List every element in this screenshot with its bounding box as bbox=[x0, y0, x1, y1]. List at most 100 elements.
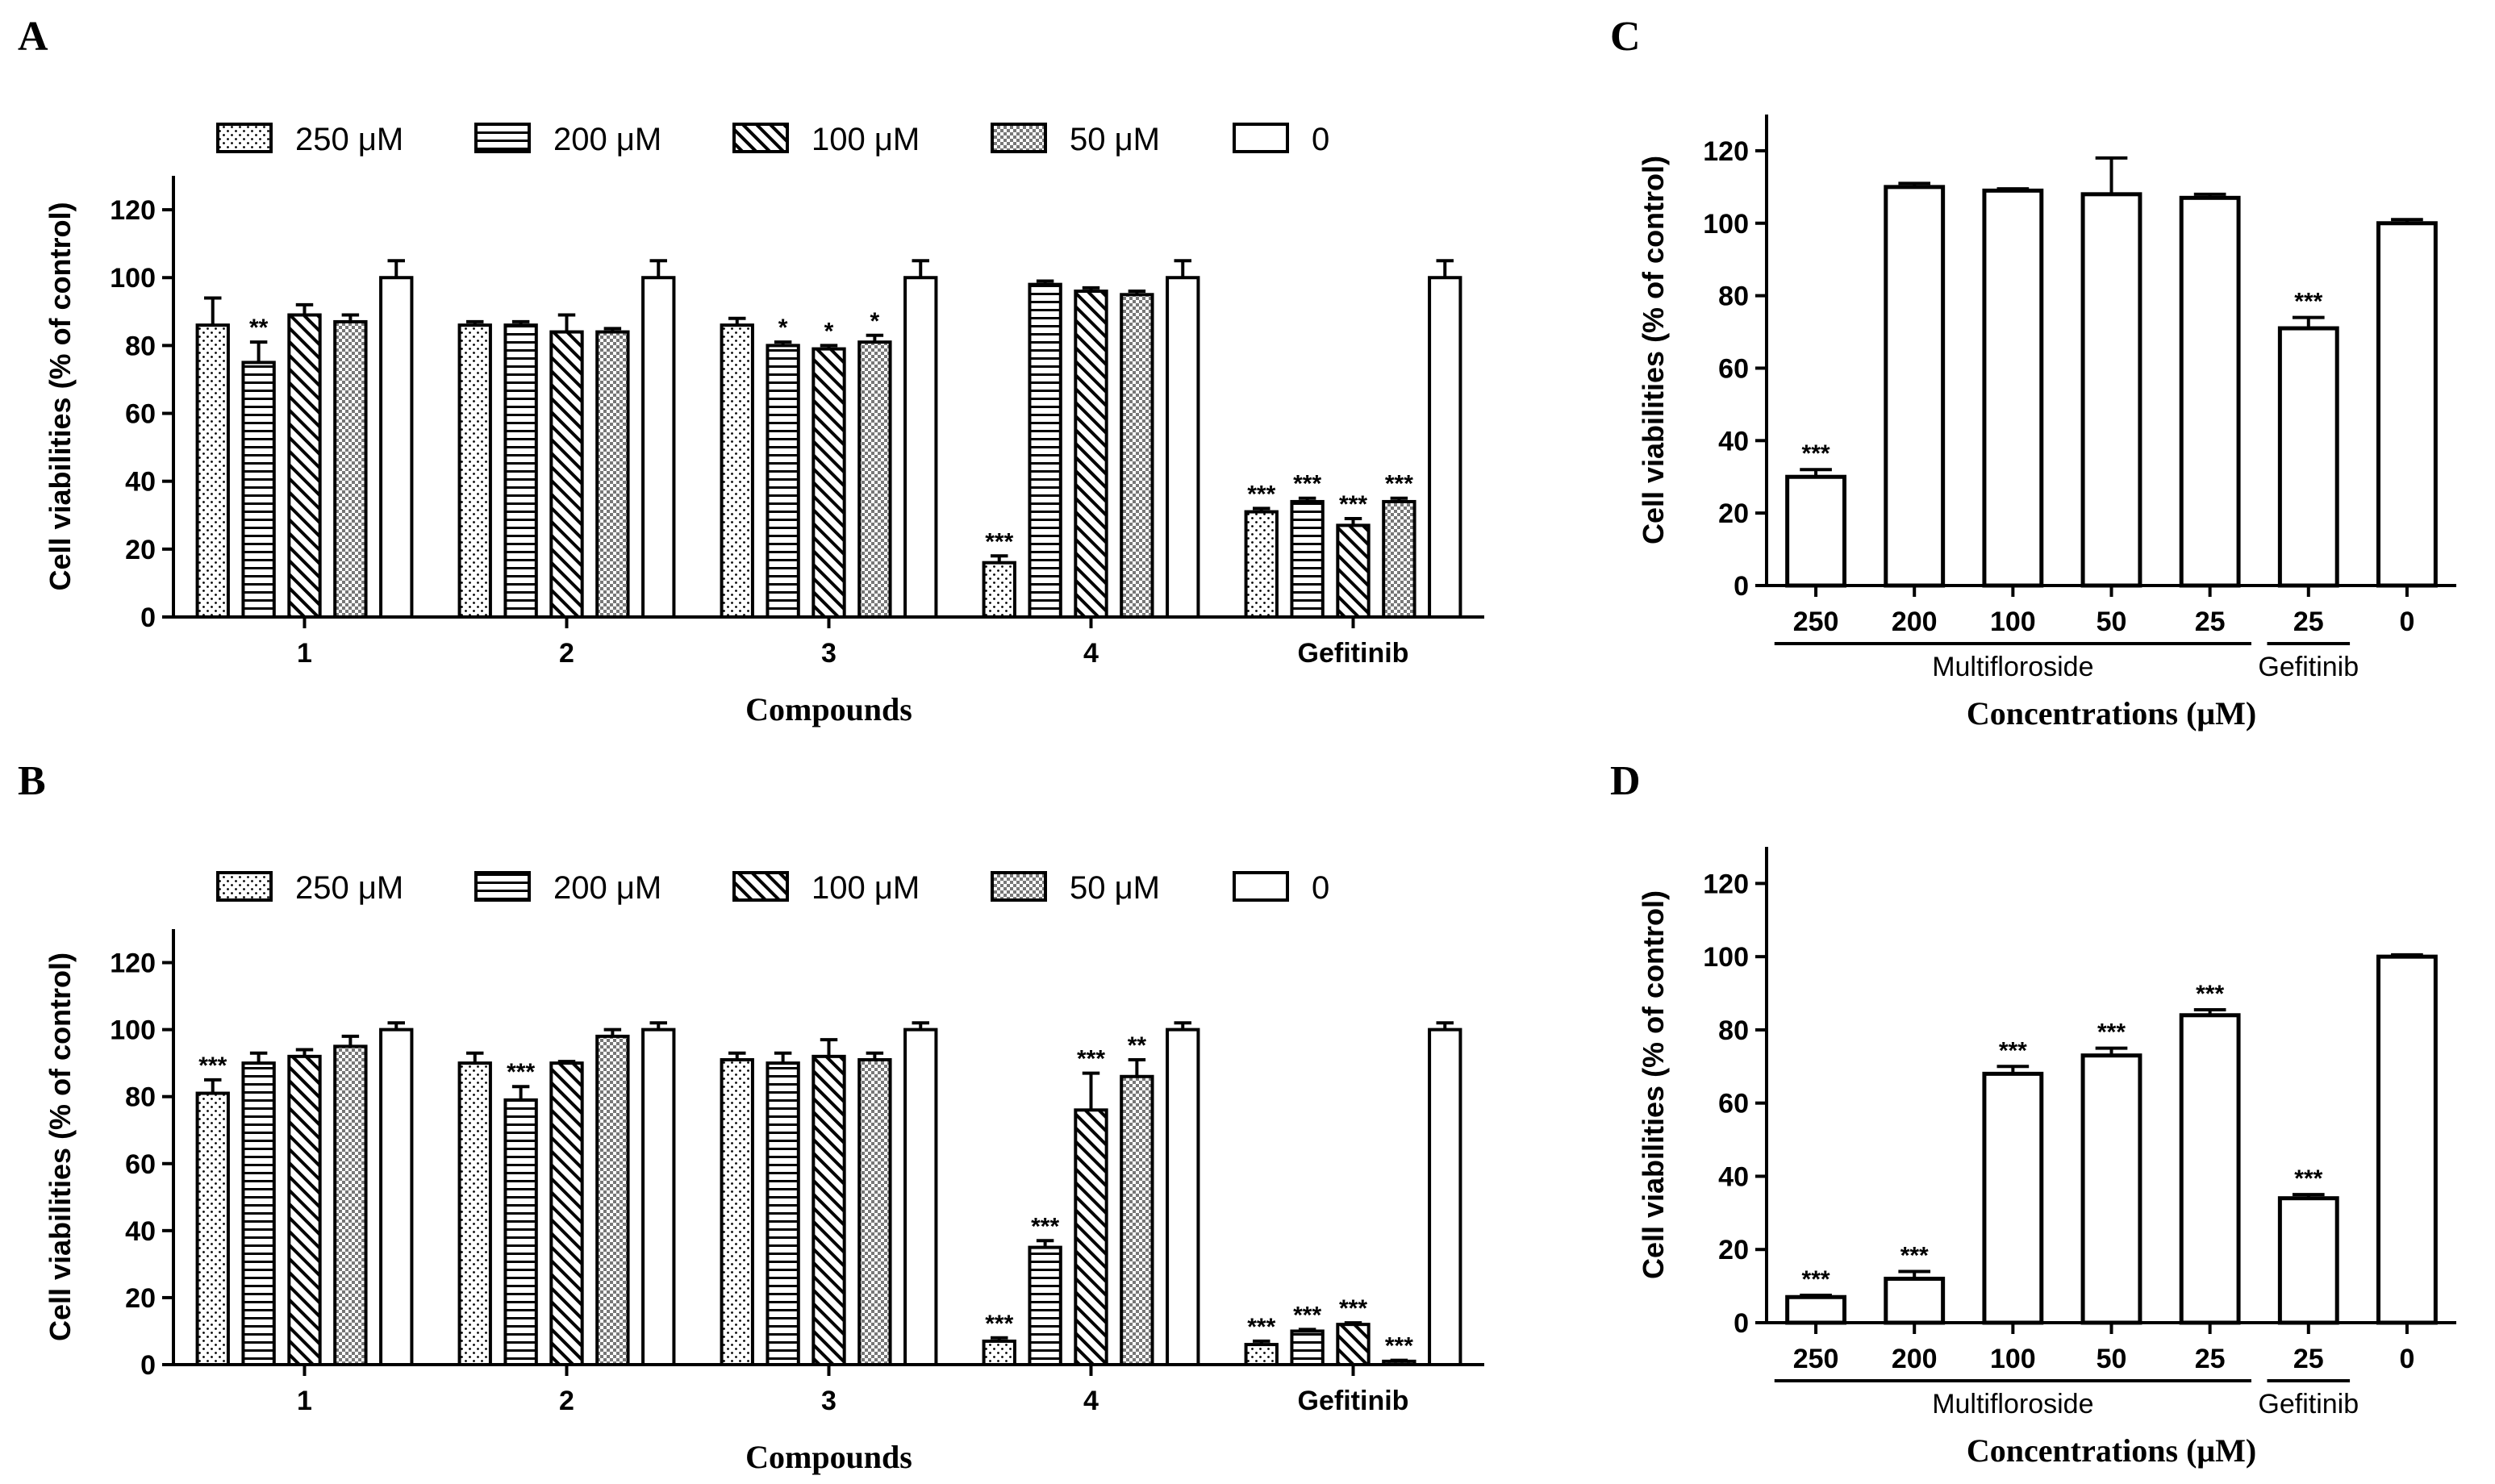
panel-label: A bbox=[18, 14, 48, 60]
y-tick-label: 20 bbox=[125, 535, 156, 565]
y-tick-label: 40 bbox=[125, 467, 156, 498]
significance-label: *** bbox=[1293, 1302, 1321, 1328]
significance-label: *** bbox=[1802, 440, 1830, 467]
x-tick-label: 25 bbox=[2293, 607, 2324, 637]
bar bbox=[1428, 276, 1462, 619]
y-tick-label: 100 bbox=[1703, 209, 1749, 240]
bar bbox=[1336, 1323, 1371, 1366]
significance-label: *** bbox=[1339, 1295, 1367, 1322]
significance-label: ** bbox=[1128, 1032, 1147, 1059]
y-tick-label: 20 bbox=[125, 1283, 156, 1314]
y-tick-label: 60 bbox=[125, 399, 156, 430]
x-tick-label: 25 bbox=[2293, 1344, 2324, 1374]
y-tick-label: 40 bbox=[1718, 1161, 1749, 1192]
significance-label: *** bbox=[985, 528, 1013, 555]
bar bbox=[333, 1044, 368, 1367]
legend-label: 250 μM bbox=[295, 122, 403, 157]
bar bbox=[1982, 1071, 2044, 1325]
bar bbox=[287, 1054, 322, 1367]
y-tick-label: 120 bbox=[110, 948, 156, 979]
y-tick-label: 60 bbox=[1718, 353, 1749, 384]
significance-label: * bbox=[778, 315, 788, 341]
bar bbox=[1982, 188, 2044, 588]
bar bbox=[2179, 195, 2241, 588]
panel-label: D bbox=[1610, 758, 1641, 804]
y-tick-label: 100 bbox=[110, 263, 156, 294]
significance-label: *** bbox=[198, 1053, 227, 1079]
panel-label: C bbox=[1610, 14, 1641, 60]
bar bbox=[982, 561, 1016, 619]
bar bbox=[720, 1058, 754, 1366]
significance-label: *** bbox=[1293, 471, 1321, 498]
group-label: Multifloroside bbox=[1932, 652, 2093, 682]
y-tick-label: 80 bbox=[1718, 1015, 1749, 1046]
bar bbox=[1120, 293, 1154, 619]
x-tick-label: 250 bbox=[1793, 607, 1839, 637]
bar bbox=[857, 340, 892, 619]
significance-label: *** bbox=[1385, 471, 1413, 498]
bar bbox=[903, 276, 938, 619]
y-tick-label: 60 bbox=[125, 1149, 156, 1180]
x-tick-label: 50 bbox=[2097, 607, 2127, 637]
bar bbox=[812, 347, 846, 619]
y-tick-label: 40 bbox=[1718, 426, 1749, 456]
x-tick-label: Gefitinib bbox=[1298, 638, 1409, 669]
x-tick-label: 0 bbox=[2399, 607, 2414, 637]
legend-label: 100 μM bbox=[812, 122, 920, 157]
bar bbox=[549, 330, 584, 619]
significance-label: *** bbox=[2196, 981, 2224, 1007]
bar bbox=[1884, 185, 1946, 588]
bar bbox=[903, 1028, 938, 1366]
bar bbox=[1028, 282, 1062, 619]
panel-c: C 0 20 40 60 80 100 120 Cell viabilities (% of c… bbox=[1610, 14, 2456, 732]
x-tick-label: 0 bbox=[2399, 1344, 2414, 1374]
significance-label: *** bbox=[2097, 1019, 2126, 1046]
y-tick-label: 0 bbox=[140, 602, 156, 633]
y-tick-label: 60 bbox=[1718, 1089, 1749, 1119]
bar bbox=[812, 1054, 846, 1367]
bar bbox=[766, 1061, 800, 1366]
legend-swatch bbox=[732, 123, 789, 153]
x-tick-label: 50 bbox=[2097, 1344, 2127, 1374]
bar bbox=[379, 276, 414, 619]
x-tick-label: 100 bbox=[1990, 1344, 2036, 1374]
legend-label: 0 bbox=[1312, 870, 1329, 906]
bar bbox=[195, 1091, 230, 1366]
panel-d: D 0 20 40 60 80 100 120 Cell viabilities (% of c… bbox=[1610, 758, 2456, 1469]
significance-label: *** bbox=[1385, 1333, 1413, 1360]
x-tick-label: 4 bbox=[1083, 638, 1099, 669]
x-tick-label: 200 bbox=[1892, 1344, 1938, 1374]
bar bbox=[503, 1098, 538, 1367]
y-tick-label: 0 bbox=[1734, 1308, 1749, 1339]
bar bbox=[1785, 474, 1846, 588]
bar bbox=[241, 361, 276, 619]
y-axis-title: Cell viabilities (% of control) bbox=[1637, 890, 1670, 1279]
y-tick-label: 80 bbox=[1718, 281, 1749, 312]
x-tick-label: 2 bbox=[559, 1386, 574, 1416]
x-tick-label: 200 bbox=[1892, 607, 1938, 637]
y-tick-label: 20 bbox=[1718, 1235, 1749, 1265]
bar bbox=[2277, 1196, 2339, 1325]
significance-label: *** bbox=[1999, 1037, 2027, 1064]
significance-label: * bbox=[824, 318, 834, 344]
y-tick-label: 40 bbox=[125, 1216, 156, 1247]
legend-swatch bbox=[1233, 871, 1289, 902]
group-label: Multifloroside bbox=[1932, 1389, 2093, 1419]
bar bbox=[1166, 1028, 1200, 1366]
bar bbox=[595, 330, 630, 619]
x-tick-label: 1 bbox=[297, 1386, 312, 1416]
bar bbox=[503, 323, 538, 619]
significance-label: ** bbox=[249, 315, 269, 341]
group-label: Gefitinib bbox=[2258, 1389, 2359, 1419]
legend-swatch bbox=[1233, 123, 1289, 153]
bar bbox=[2376, 221, 2438, 588]
bar bbox=[1336, 523, 1371, 619]
legend-label: 200 μM bbox=[553, 122, 661, 157]
x-tick-label: 3 bbox=[821, 1386, 837, 1416]
legend-swatch bbox=[991, 871, 1047, 902]
significance-label: *** bbox=[985, 1311, 1013, 1337]
group-label: Gefitinib bbox=[2258, 652, 2359, 682]
bar bbox=[379, 1028, 414, 1366]
bar bbox=[766, 344, 800, 619]
